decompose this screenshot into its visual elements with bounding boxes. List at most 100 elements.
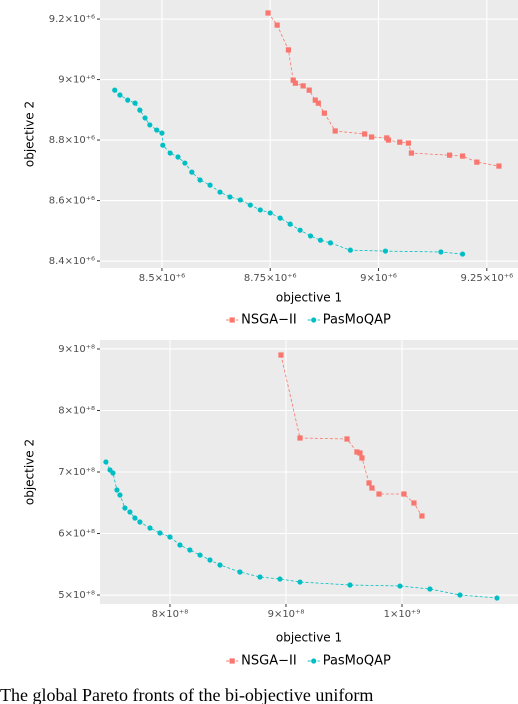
point	[167, 150, 173, 156]
point	[207, 557, 213, 563]
x-tick-label: 9×10⁺⁶	[360, 273, 397, 284]
point	[297, 227, 303, 233]
point	[175, 154, 181, 160]
y-tick-label: 5×10⁺⁸	[58, 590, 95, 601]
point	[114, 487, 120, 493]
legend-label: PasMoQAP	[323, 313, 391, 328]
point	[332, 128, 338, 134]
x-tick-label: 1×10⁺⁹	[384, 609, 421, 620]
point	[369, 485, 375, 491]
plot-panel	[100, 0, 518, 268]
point	[182, 160, 188, 166]
point	[401, 491, 407, 497]
point	[142, 115, 148, 121]
point	[297, 579, 303, 585]
y-tick-label: 7×10⁺⁸	[58, 467, 95, 478]
point	[306, 87, 312, 93]
legend-key	[229, 317, 235, 323]
point	[474, 159, 480, 165]
point	[217, 562, 223, 568]
point	[312, 97, 318, 103]
point	[397, 139, 403, 145]
point	[344, 436, 350, 442]
point	[446, 152, 453, 158]
point	[285, 47, 292, 53]
point	[307, 233, 314, 239]
point	[110, 470, 116, 476]
y-tick-label: 8.4×10⁺⁶	[49, 256, 95, 267]
point	[207, 182, 213, 188]
point	[354, 449, 360, 455]
point	[277, 576, 283, 582]
point	[237, 569, 243, 575]
point	[160, 142, 166, 148]
point	[459, 251, 466, 257]
point	[327, 240, 334, 246]
legend: NSGA−II PasMoQAP	[226, 313, 391, 328]
point	[368, 134, 375, 140]
series-line	[105, 461, 498, 599]
point	[154, 127, 160, 133]
point	[411, 500, 417, 506]
y-tick-label: 8×10⁺⁸	[58, 405, 95, 416]
point	[277, 215, 283, 221]
point	[247, 202, 253, 208]
point	[357, 450, 363, 456]
point	[408, 150, 415, 156]
point	[347, 582, 353, 588]
point	[287, 221, 293, 227]
point	[494, 595, 500, 601]
point	[197, 552, 203, 558]
point	[132, 515, 138, 521]
legend-label: NSGA−II	[241, 313, 297, 328]
y-tick-label: 9×10⁺⁶	[58, 75, 95, 86]
x-tick-label: 8.5×10⁺⁶	[139, 273, 185, 284]
point	[125, 97, 131, 103]
y-axis-title: objective 2	[23, 439, 37, 505]
point	[265, 10, 271, 16]
point	[227, 194, 233, 200]
point	[147, 122, 153, 128]
point	[292, 80, 298, 86]
point	[137, 519, 143, 525]
point	[157, 530, 163, 536]
point	[362, 131, 368, 137]
x-axis-title: objective 1	[276, 291, 342, 305]
point	[103, 459, 109, 465]
y-tick-label: 8.6×10⁺⁶	[49, 196, 95, 207]
point	[297, 435, 303, 441]
series-line	[267, 12, 499, 167]
y-tick-label: 9.2×10⁺⁶	[49, 14, 95, 25]
point	[347, 247, 353, 253]
point	[117, 92, 123, 98]
point	[122, 505, 128, 511]
point	[177, 542, 183, 548]
x-tick-label: 9×10⁺⁸	[268, 609, 305, 620]
point	[137, 107, 143, 113]
legend-label: NSGA−II	[241, 654, 297, 669]
caption: The global Pareto fronts of the bi-objec…	[0, 685, 373, 704]
x-tick-label: 9.25×10⁺⁶	[460, 273, 513, 284]
point	[419, 513, 425, 519]
point	[127, 509, 133, 515]
point	[117, 492, 123, 498]
legend-key	[311, 658, 317, 664]
y-axis-title: objective 2	[23, 101, 37, 167]
point	[366, 480, 372, 486]
point	[217, 189, 223, 195]
point	[359, 455, 365, 461]
point	[132, 100, 138, 106]
point	[189, 169, 195, 175]
point	[187, 547, 193, 553]
point	[382, 248, 389, 254]
point	[147, 525, 153, 531]
point	[159, 130, 165, 136]
y-tick-label: 9×10⁺⁸	[58, 344, 95, 355]
y-tick-label: 6×10⁺⁸	[58, 529, 95, 540]
x-axis-title: objective 1	[276, 631, 342, 645]
point	[197, 177, 203, 183]
point	[457, 592, 463, 598]
point	[405, 140, 412, 146]
point	[167, 534, 173, 540]
